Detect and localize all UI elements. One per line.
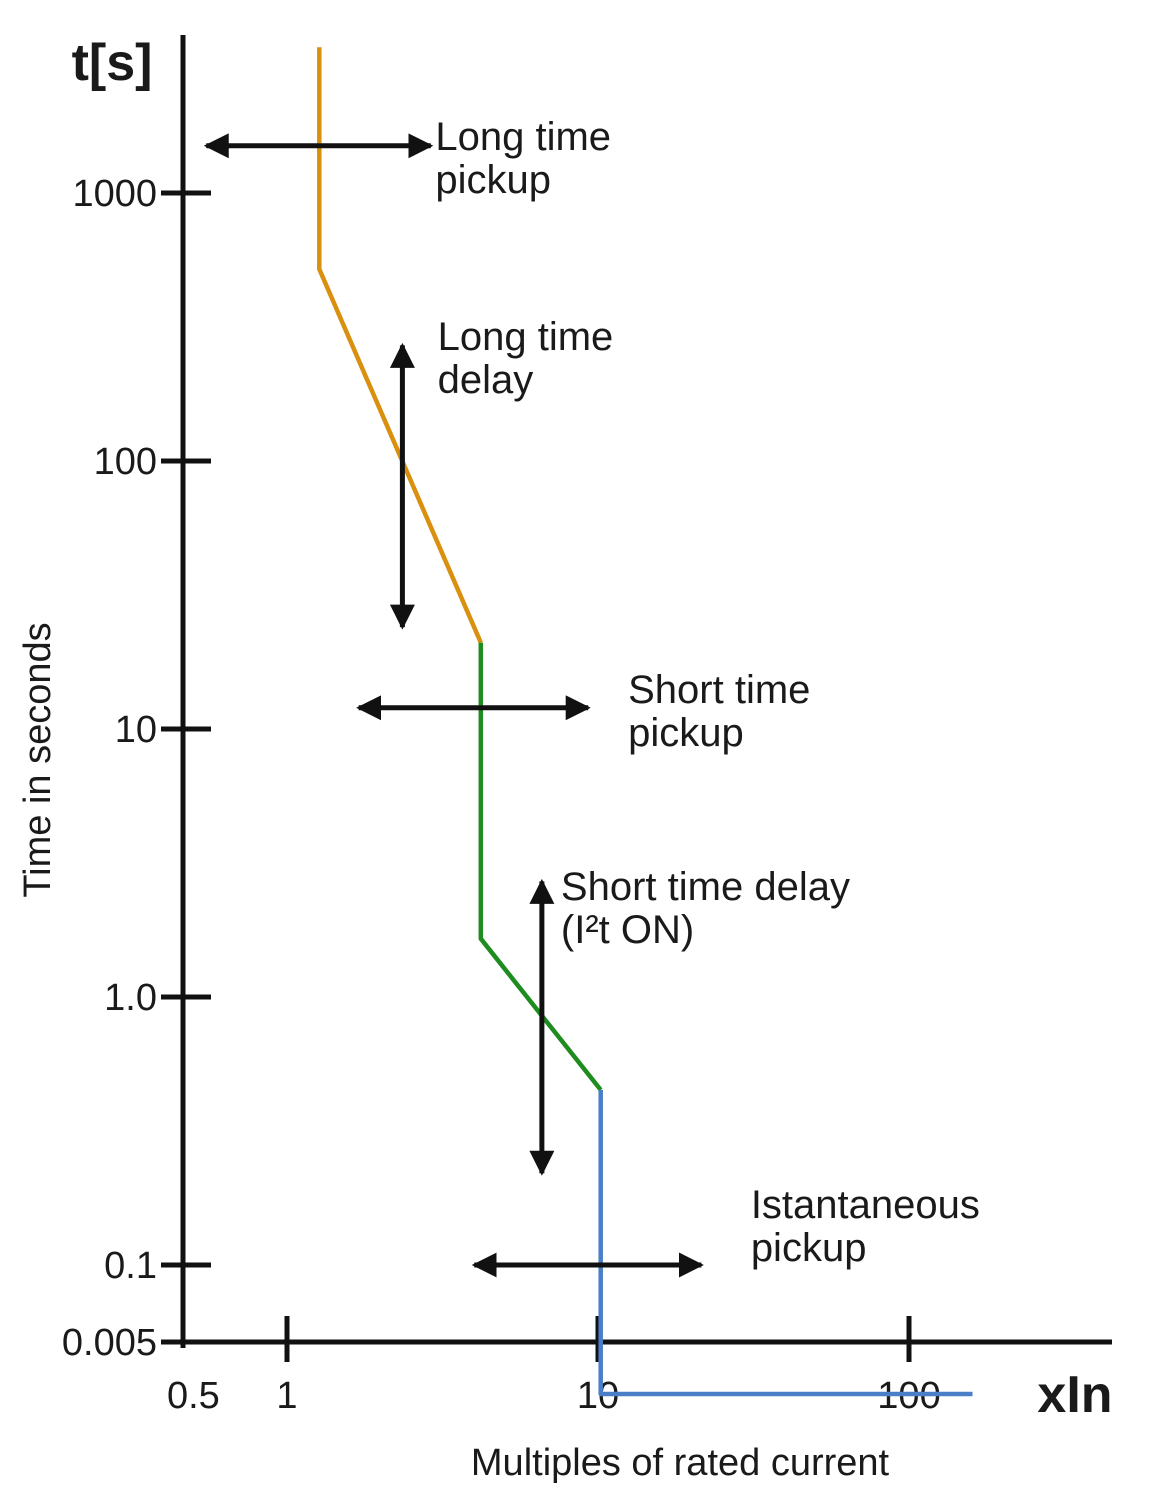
y-tick-label: 1000 xyxy=(72,173,157,215)
annotation-label-5-line-2: pickup xyxy=(751,1226,867,1270)
annotation-label-5-line-1: Istantaneous xyxy=(751,1183,980,1227)
y-tick-label: 10 xyxy=(115,709,157,751)
annotation-label-4-line-2: (I²t ON) xyxy=(561,908,694,952)
axis-labels-layer: t[s] xIn Time in seconds Multiples of ra… xyxy=(17,34,1113,1484)
series-line-3 xyxy=(598,1089,973,1397)
y-tick-label: 1.0 xyxy=(104,977,157,1019)
x-unit-label: xIn xyxy=(1037,1366,1112,1424)
x-tick-label: 0.5 xyxy=(167,1375,220,1417)
annotation-label-2-line-1: Long time xyxy=(438,315,614,359)
annotation-label-3-line-2: pickup xyxy=(628,711,744,755)
series-line-2 xyxy=(478,642,603,1092)
y-unit-label: t[s] xyxy=(72,34,153,92)
x-axis-title: Multiples of rated current xyxy=(471,1442,890,1484)
y-tick-label: 0.005 xyxy=(62,1322,157,1364)
series-line-1 xyxy=(317,47,483,644)
annotation-label-4-line-1: Short time delay xyxy=(561,865,850,909)
y-tick-label: 100 xyxy=(94,441,157,483)
y-tick-label: 0.1 xyxy=(104,1245,157,1287)
annotation-label-1-line-1: Long time xyxy=(435,115,611,159)
annotation-label-2-line-2: delay xyxy=(438,358,534,402)
annotation-label-3-line-1: Short time xyxy=(628,668,810,712)
y-axis-title: Time in seconds xyxy=(17,622,59,897)
x-tick-label: 1 xyxy=(276,1375,297,1417)
series-layer xyxy=(317,47,973,1397)
annotation-label-1-line-2: pickup xyxy=(435,158,551,202)
